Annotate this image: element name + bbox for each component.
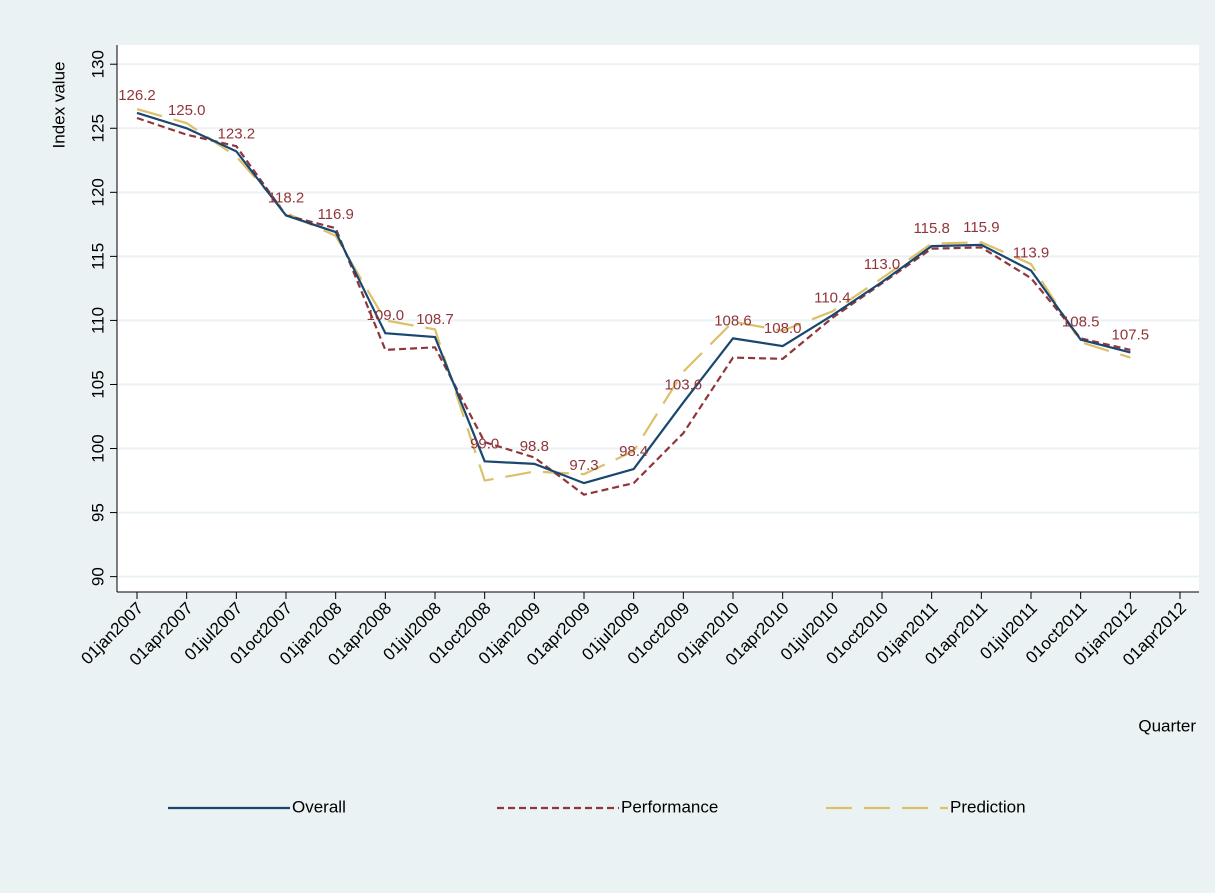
x-axis-title: Quarter	[1138, 716, 1196, 735]
y-tick-label: 95	[88, 503, 107, 522]
y-tick-label: 105	[88, 370, 107, 398]
series-line	[136, 116, 1131, 496]
y-tick-label: 125	[88, 114, 107, 142]
data-label: 126.2	[118, 87, 156, 104]
series-line	[136, 111, 1131, 485]
legend-label: Prediction	[950, 797, 1026, 816]
data-label: 116.9	[317, 206, 353, 223]
data-label: 113.9	[1013, 244, 1049, 261]
y-tick-label: 110	[88, 307, 107, 334]
data-label: 103.6	[665, 376, 703, 393]
data-label: 108.5	[1062, 314, 1100, 331]
data-label: 123.2	[218, 125, 256, 142]
y-tick-label: 120	[88, 178, 107, 206]
data-label: 108.6	[714, 312, 752, 329]
y-tick-label: 115	[88, 243, 107, 270]
y-tick-label: 100	[88, 434, 107, 462]
data-label: 107.5	[1112, 326, 1150, 343]
y-tick-label: 130	[88, 50, 107, 78]
data-label: 99.0	[470, 435, 499, 452]
data-label: 115.8	[913, 220, 949, 237]
data-label: 108.0	[764, 320, 802, 337]
plot-area	[117, 45, 1199, 592]
legend-label: Performance	[621, 797, 718, 816]
data-label: 115.9	[963, 219, 999, 236]
data-label: 97.3	[569, 457, 598, 474]
data-label: 98.8	[520, 438, 549, 455]
y-tick-label: 90	[88, 567, 107, 586]
legend-label: Overall	[292, 797, 346, 816]
data-label: 118.2	[268, 189, 304, 206]
data-label: 110.4	[814, 289, 850, 306]
y-axis-title: Index value	[49, 62, 68, 149]
data-label: 125.0	[168, 102, 206, 119]
data-label: 98.4	[619, 443, 648, 460]
data-label: 113.0	[864, 256, 900, 273]
data-label: 109.0	[367, 307, 405, 324]
data-label: 108.7	[416, 311, 454, 328]
